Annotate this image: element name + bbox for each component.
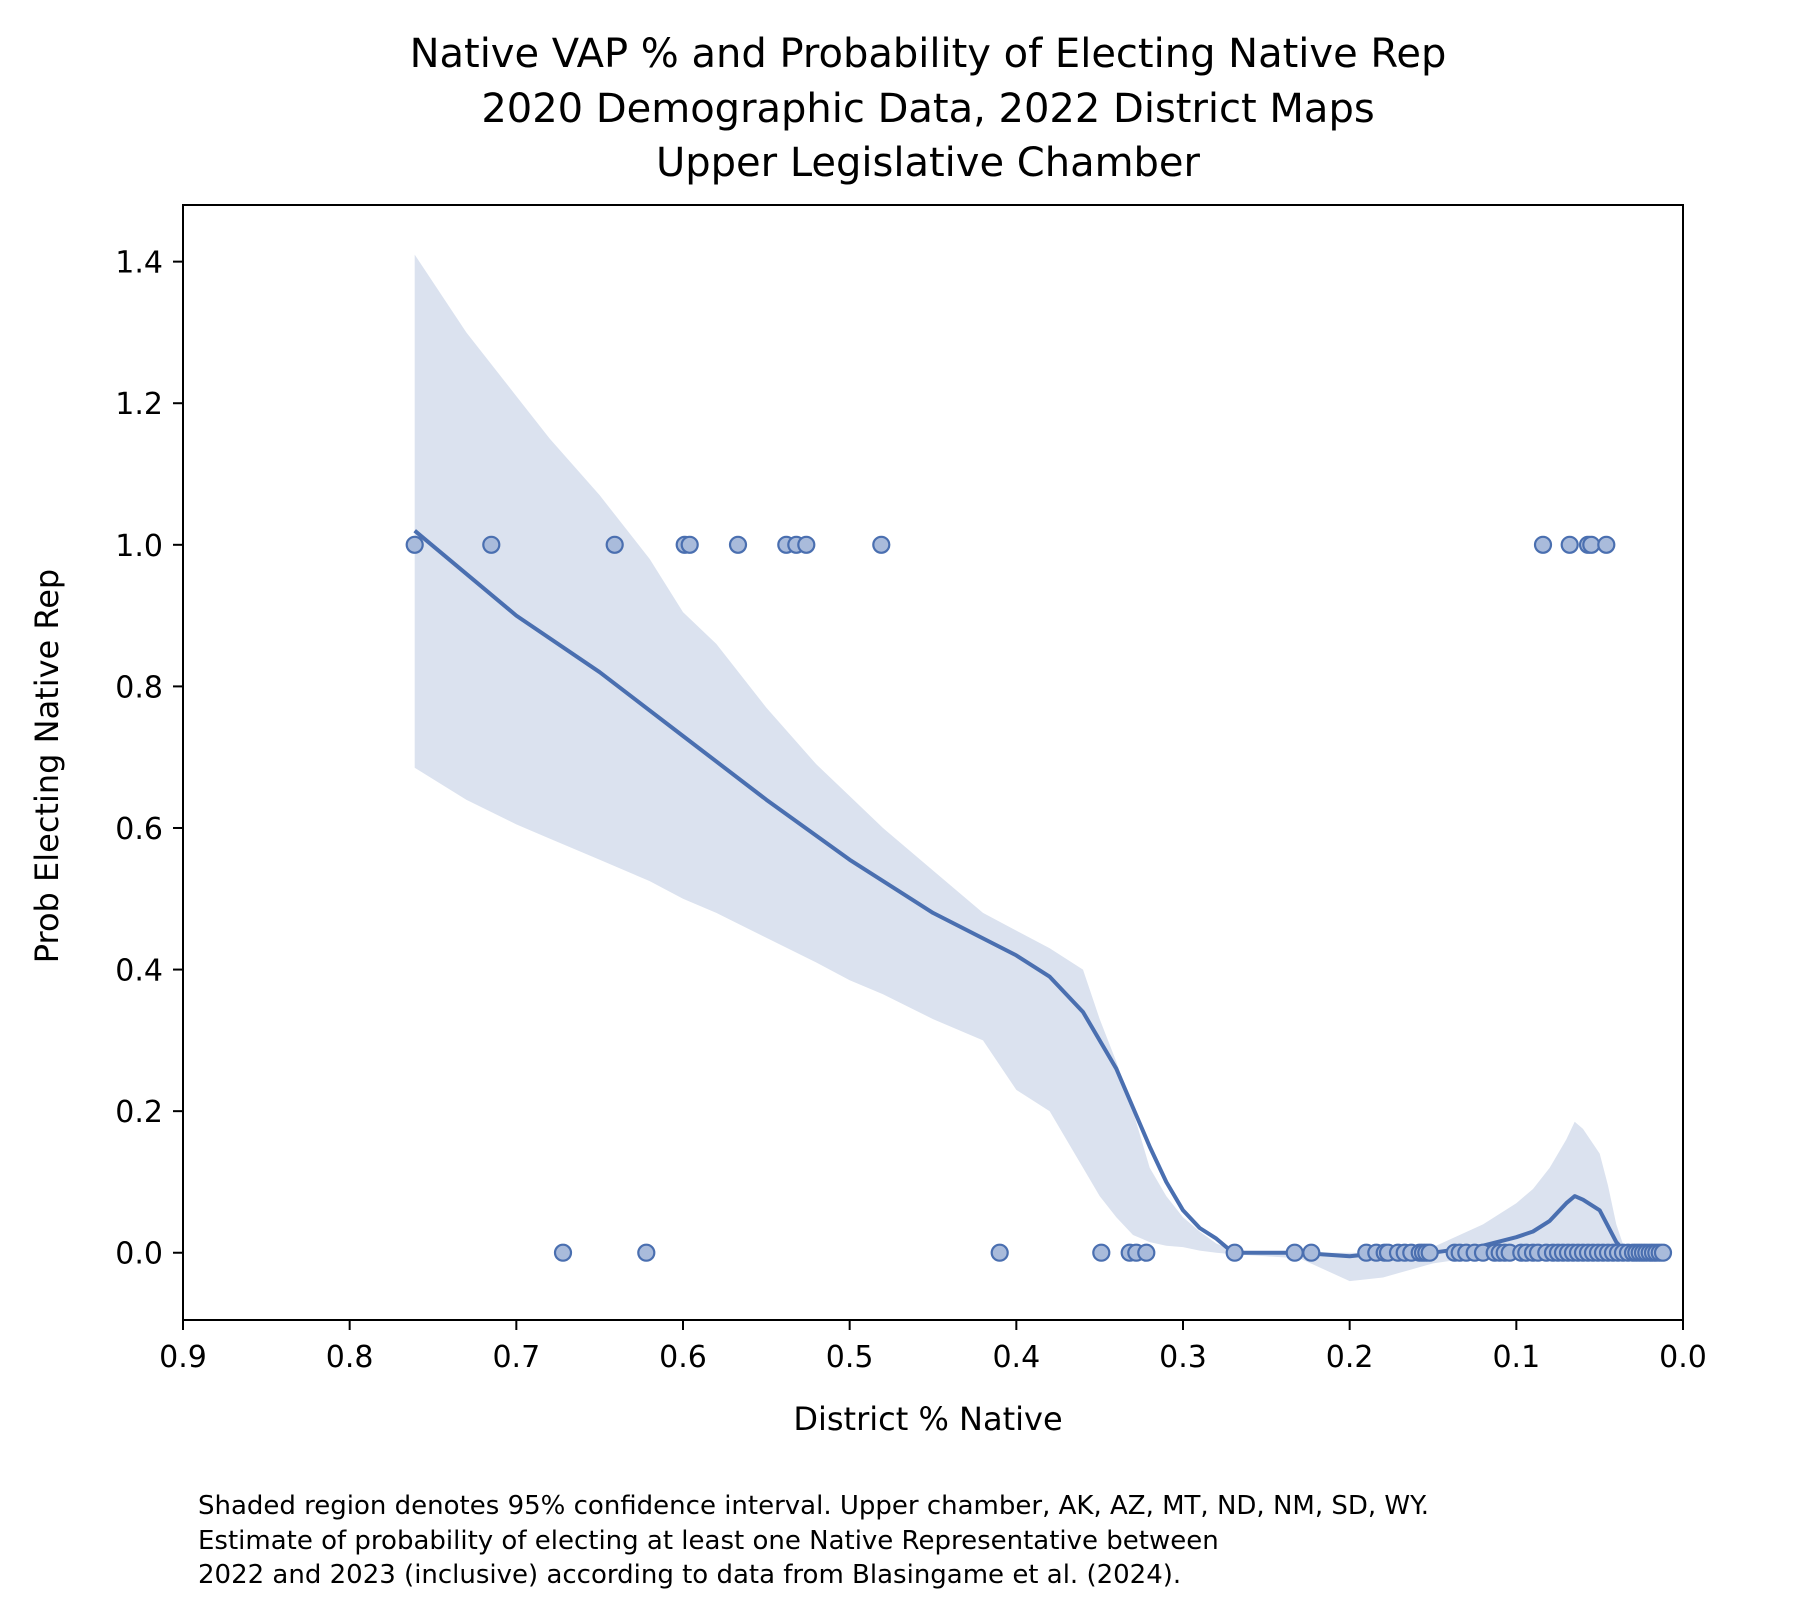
x-axis-ticks: 0.9 0.8 0.7 0.6 0.5 0.4 0.3 0.2 0.1 0.0 — [159, 1320, 1707, 1375]
x-tick-label: 0.5 — [826, 1340, 874, 1375]
y-tick-label: 1.0 — [115, 529, 163, 564]
confidence-interval-band — [414, 254, 1664, 1282]
scatter-points — [405, 535, 1673, 1262]
y-tick-label: 1.4 — [115, 246, 163, 281]
x-tick-label: 0.3 — [1159, 1340, 1207, 1375]
x-tick-label: 0.9 — [159, 1340, 207, 1375]
data-point — [1302, 1243, 1321, 1262]
data-point — [482, 535, 501, 554]
caption-line-2: Estimate of probability of electing at l… — [198, 1526, 1219, 1556]
data-point — [1285, 1243, 1304, 1262]
x-tick-label: 0.7 — [492, 1340, 540, 1375]
data-point — [1420, 1243, 1439, 1262]
x-tick-label: 0.6 — [659, 1340, 707, 1375]
plot-area — [405, 254, 1673, 1282]
y-axis-label: Prob Electing Native Rep — [28, 569, 66, 963]
y-tick-label: 0.2 — [115, 1095, 163, 1130]
x-axis-label: District % Native — [793, 1400, 1062, 1438]
x-tick-label: 0.2 — [1326, 1340, 1374, 1375]
caption-line-1: Shaded region denotes 95% confidence int… — [198, 1491, 1429, 1521]
y-tick-label: 0.6 — [115, 812, 163, 847]
data-point — [797, 535, 816, 554]
data-point — [553, 1243, 573, 1262]
caption-line-3: 2022 and 2023 (inclusive) according to d… — [198, 1560, 1181, 1590]
data-point — [1582, 535, 1601, 554]
data-point — [680, 535, 699, 554]
x-tick-label: 0.8 — [326, 1340, 374, 1375]
data-point — [1653, 1243, 1673, 1262]
data-point — [1560, 535, 1579, 554]
chart-title-line-1: Native VAP % and Probability of Electing… — [410, 31, 1447, 77]
chart-title-line-2: 2020 Demographic Data, 2022 District Map… — [481, 86, 1374, 132]
data-point — [1092, 1243, 1111, 1262]
data-point — [637, 1243, 656, 1262]
data-point — [872, 535, 891, 554]
data-point — [1597, 535, 1616, 554]
y-axis-ticks: 0.0 0.2 0.4 0.6 0.8 1.0 1.2 1.4 — [115, 246, 183, 1272]
data-point — [605, 535, 624, 554]
caption: Shaded region denotes 95% confidence int… — [198, 1491, 1429, 1590]
y-tick-label: 0.0 — [115, 1237, 163, 1272]
data-point — [1137, 1243, 1156, 1262]
x-tick-label: 0.4 — [992, 1340, 1040, 1375]
data-point — [990, 1243, 1009, 1262]
x-tick-label: 0.0 — [1659, 1340, 1707, 1375]
data-point — [1533, 535, 1553, 554]
regression-fit-line — [413, 529, 1663, 1259]
y-tick-label: 0.4 — [115, 954, 163, 989]
data-point — [1225, 1243, 1244, 1262]
chart-title-line-3: Upper Legislative Chamber — [656, 140, 1201, 186]
data-point — [728, 535, 748, 554]
y-tick-label: 0.8 — [115, 670, 163, 705]
data-point — [405, 535, 424, 554]
x-tick-label: 0.1 — [1492, 1340, 1540, 1375]
axes-frame — [182, 204, 1684, 1321]
y-tick-label: 1.2 — [115, 387, 163, 422]
chart-title: Native VAP % and Probability of Electing… — [410, 31, 1447, 186]
